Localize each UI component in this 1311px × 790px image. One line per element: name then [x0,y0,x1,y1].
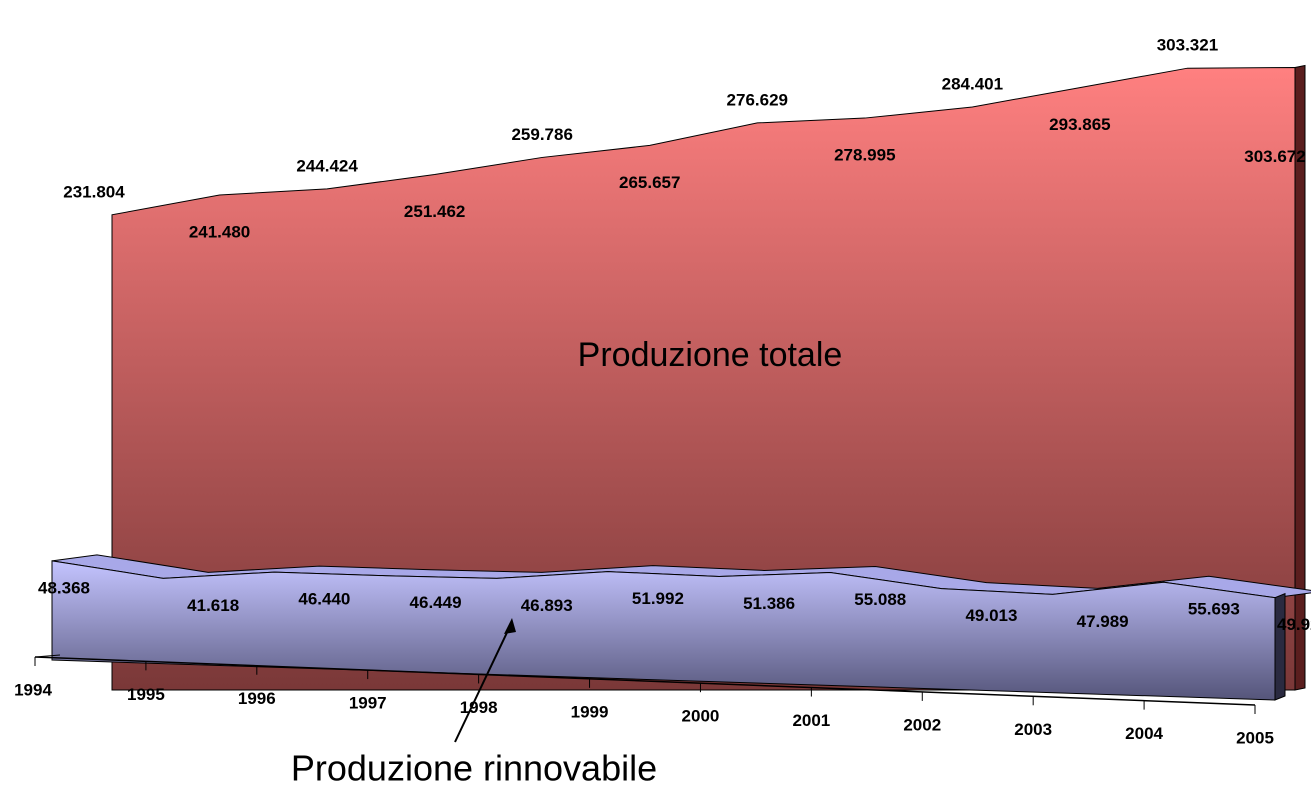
area-side [1294,64,1306,691]
value-label: 244.424 [296,156,358,175]
x-tick-label: 2000 [682,707,720,726]
x-tick-label: 2003 [1014,720,1052,739]
value-label: 293.865 [1049,115,1110,134]
value-label: 278.995 [834,146,895,165]
value-label: 303.321 [1157,36,1218,55]
x-tick-label: 1994 [14,680,52,699]
value-label: 259.786 [511,125,572,144]
value-label: 231.804 [63,182,125,201]
value-label: 55.088 [854,590,906,609]
area-side [1274,592,1286,701]
value-label: 265.657 [619,173,680,192]
value-label: 47.989 [1077,612,1129,631]
value-label: 49.920 [1277,615,1311,634]
value-label: 241.480 [189,222,250,241]
value-label: 46.449 [410,593,462,612]
x-tick-label: 1999 [571,702,609,721]
value-label: 46.440 [298,590,350,609]
value-label: 51.992 [632,589,684,608]
x-tick-label: 2004 [1125,724,1163,743]
value-label: 49.013 [965,606,1017,625]
x-axis [34,656,1256,706]
value-label: 303.672 [1244,147,1305,166]
value-label: 48.368 [38,578,90,597]
x-tick-label: 2005 [1236,728,1274,747]
x-tick-label: 1996 [238,689,276,708]
value-label: 55.693 [1188,600,1240,619]
x-tick-label: 1998 [460,698,498,717]
value-label: 276.629 [727,90,788,109]
series-label: Produzione rinnovabile [291,748,657,789]
value-label: 41.618 [187,596,239,615]
x-tick-label: 1997 [349,694,387,713]
arrow-head [504,618,516,634]
area [111,66,1296,691]
value-label: 251.462 [404,202,465,221]
arrow [454,621,513,743]
x-tick-label: 1995 [127,685,165,704]
x-tick-label: 2001 [792,711,830,730]
x-tick-label: 2002 [903,715,941,734]
value-label: 51.386 [743,594,795,613]
x-axis-depth [34,654,61,658]
value-label: 46.893 [521,596,573,615]
area [51,560,1276,701]
series-label: Produzione totale [578,336,843,374]
value-label: 284.401 [942,74,1003,93]
